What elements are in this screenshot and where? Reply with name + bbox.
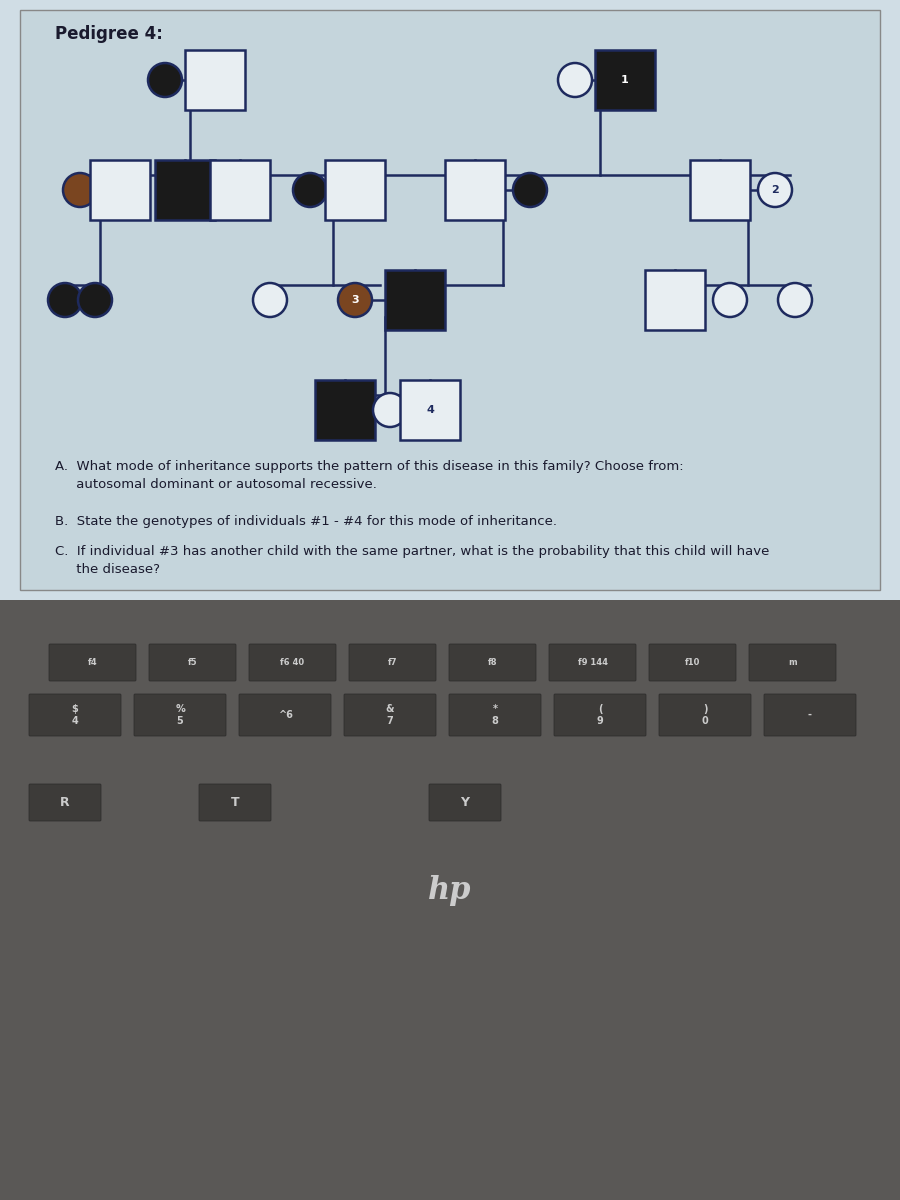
FancyBboxPatch shape	[349, 644, 436, 680]
Text: f8: f8	[488, 658, 497, 667]
FancyBboxPatch shape	[239, 694, 331, 736]
Text: f4: f4	[87, 658, 97, 667]
Circle shape	[78, 283, 112, 317]
Bar	[645, 270, 705, 330]
FancyBboxPatch shape	[134, 694, 226, 736]
FancyBboxPatch shape	[29, 784, 101, 821]
Bar	[445, 160, 505, 220]
FancyBboxPatch shape	[549, 644, 636, 680]
Circle shape	[713, 283, 747, 317]
Bar	[690, 160, 750, 220]
Text: (
9: ( 9	[597, 704, 603, 726]
Circle shape	[338, 283, 372, 317]
Text: %
5: % 5	[176, 704, 184, 726]
FancyBboxPatch shape	[149, 644, 236, 680]
FancyBboxPatch shape	[649, 644, 736, 680]
Circle shape	[758, 173, 792, 206]
FancyBboxPatch shape	[429, 784, 501, 821]
FancyBboxPatch shape	[29, 694, 121, 736]
Circle shape	[48, 283, 82, 317]
Text: A.  What mode of inheritance supports the pattern of this disease in this family: A. What mode of inheritance supports the…	[55, 460, 684, 491]
Text: $
4: $ 4	[72, 704, 78, 726]
Bar	[315, 380, 375, 440]
Circle shape	[778, 283, 812, 317]
Circle shape	[148, 62, 182, 97]
Text: f10: f10	[685, 658, 700, 667]
Circle shape	[253, 283, 287, 317]
Bar	[155, 160, 215, 220]
FancyBboxPatch shape	[199, 784, 271, 821]
FancyBboxPatch shape	[344, 694, 436, 736]
Circle shape	[513, 173, 547, 206]
Bar	[385, 270, 445, 330]
Text: )
0: ) 0	[702, 704, 708, 726]
Text: 2: 2	[771, 185, 778, 194]
Text: 3: 3	[351, 295, 359, 305]
Bar	[400, 380, 460, 440]
FancyBboxPatch shape	[749, 644, 836, 680]
Text: ^6: ^6	[277, 710, 292, 720]
Bar	[185, 50, 245, 110]
Circle shape	[373, 392, 407, 427]
FancyBboxPatch shape	[449, 694, 541, 736]
Text: &
7: & 7	[386, 704, 394, 726]
FancyBboxPatch shape	[764, 694, 856, 736]
FancyBboxPatch shape	[659, 694, 751, 736]
Bar	[325, 160, 385, 220]
FancyBboxPatch shape	[49, 644, 136, 680]
FancyBboxPatch shape	[249, 644, 336, 680]
Text: 1: 1	[621, 74, 629, 85]
Text: Y: Y	[461, 796, 470, 809]
FancyBboxPatch shape	[554, 694, 646, 736]
Text: *
8: * 8	[491, 704, 499, 726]
Text: -: -	[808, 710, 812, 720]
Text: f7: f7	[388, 658, 397, 667]
Text: f5: f5	[188, 658, 197, 667]
Text: m: m	[788, 658, 796, 667]
Text: f9 144: f9 144	[578, 658, 608, 667]
Text: T: T	[230, 796, 239, 809]
FancyBboxPatch shape	[0, 0, 900, 600]
Circle shape	[293, 173, 327, 206]
Text: 4: 4	[426, 404, 434, 415]
Bar	[210, 160, 270, 220]
Text: R: R	[60, 796, 70, 809]
Circle shape	[63, 173, 97, 206]
Bar	[595, 50, 655, 110]
Text: hp: hp	[428, 875, 472, 906]
Text: B.  State the genotypes of individuals #1 - #4 for this mode of inheritance.: B. State the genotypes of individuals #1…	[55, 515, 557, 528]
Circle shape	[558, 62, 592, 97]
Text: f6 40: f6 40	[281, 658, 304, 667]
FancyBboxPatch shape	[20, 10, 880, 590]
Bar	[90, 160, 150, 220]
FancyBboxPatch shape	[449, 644, 536, 680]
FancyBboxPatch shape	[0, 600, 900, 1200]
Text: C.  If individual #3 has another child with the same partner, what is the probab: C. If individual #3 has another child wi…	[55, 545, 770, 576]
Text: Pedigree 4:: Pedigree 4:	[55, 25, 163, 43]
